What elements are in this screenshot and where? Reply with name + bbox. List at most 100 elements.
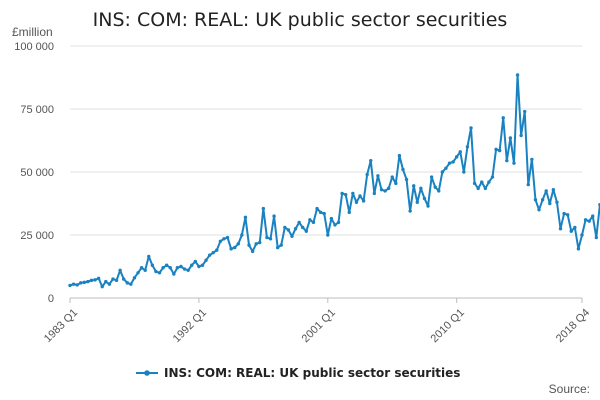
data-point (143, 268, 147, 272)
data-point (487, 180, 491, 184)
data-point (404, 177, 409, 182)
data-point (225, 235, 230, 240)
data-point (301, 225, 305, 230)
data-point (197, 264, 201, 269)
data-point (576, 247, 581, 251)
data-point (433, 185, 437, 189)
data-point (401, 167, 405, 172)
data-point (136, 271, 140, 275)
data-point (118, 268, 122, 272)
data-point (157, 271, 162, 275)
data-point (526, 182, 530, 187)
data-point (211, 250, 215, 255)
data-point (451, 160, 455, 164)
legend[interactable]: INS: COM: REAL: UK public sector securit… (136, 366, 460, 380)
data-point (369, 158, 373, 163)
data-point (447, 161, 452, 165)
data-point (354, 200, 359, 204)
data-point (308, 218, 312, 222)
y-unit-label: £million (12, 25, 53, 39)
data-point (408, 209, 412, 213)
data-point (265, 235, 269, 240)
data-point (497, 148, 502, 153)
data-point (86, 279, 90, 284)
data-point (318, 210, 323, 215)
data-point (107, 282, 112, 286)
y-tick-label: 100 000 (14, 41, 54, 53)
data-point (422, 196, 427, 201)
data-point (122, 277, 126, 281)
data-point (272, 214, 276, 218)
data-point (161, 266, 165, 270)
data-point (372, 191, 377, 196)
data-point (139, 266, 144, 270)
data-point (193, 259, 198, 264)
data-point (129, 282, 133, 286)
data-point (261, 206, 266, 211)
data-point (89, 278, 94, 283)
data-point (275, 245, 280, 250)
y-tick-label: 25 000 (20, 230, 54, 242)
y-axis-tick-labels: 0 25 000 50 000 75 000 100 000 (14, 41, 54, 305)
data-point (358, 194, 362, 198)
data-point (218, 239, 223, 243)
data-point (494, 147, 498, 152)
data-point (501, 116, 505, 120)
x-tick-label: 1983 Q1 (42, 307, 80, 345)
data-point (240, 233, 244, 237)
data-point (297, 220, 301, 225)
legend-swatch-marker (144, 370, 150, 376)
data-point (540, 198, 545, 202)
data-point (336, 220, 341, 225)
data-point (343, 192, 348, 197)
y-tick-label: 0 (48, 293, 54, 305)
data-point (132, 276, 137, 280)
x-tick-label: 2018 Q4 (554, 307, 592, 345)
data-point (573, 225, 577, 230)
data-point (147, 254, 151, 259)
data-point (304, 229, 309, 233)
data-point (523, 109, 527, 114)
data-point (326, 233, 330, 237)
data-point (111, 277, 115, 281)
data-point (537, 208, 541, 212)
data-point (429, 175, 434, 179)
data-point (376, 174, 380, 178)
data-point (172, 272, 176, 276)
data-point (71, 282, 76, 286)
data-point (250, 249, 255, 254)
source-label: Source: (549, 382, 590, 396)
data-point (490, 175, 495, 179)
data-point (79, 281, 83, 285)
data-point (508, 136, 513, 140)
data-point (279, 243, 283, 247)
y-tick-label: 50 000 (20, 167, 54, 179)
data-point (476, 186, 480, 191)
data-point (75, 283, 79, 287)
x-tick-label: 1992 Q1 (171, 307, 209, 345)
data-point (379, 187, 384, 192)
data-point (465, 145, 470, 149)
data-point (426, 204, 430, 208)
data-point (365, 172, 369, 177)
data-point (458, 150, 462, 154)
data-point (236, 242, 240, 246)
data-point (204, 258, 208, 262)
data-point (548, 201, 552, 206)
data-point (454, 155, 459, 159)
data-point (472, 181, 477, 186)
data-point (100, 284, 104, 289)
data-point (247, 243, 251, 247)
data-point (243, 215, 248, 220)
data-point (82, 280, 87, 285)
data-point (154, 269, 158, 274)
data-point (254, 242, 258, 246)
data-point (440, 170, 445, 174)
data-point (229, 247, 233, 251)
data-point (283, 225, 287, 230)
data-point (222, 237, 226, 241)
data-point (104, 279, 108, 284)
data-point (469, 126, 473, 130)
data-point (175, 266, 180, 270)
data-point (179, 264, 183, 269)
